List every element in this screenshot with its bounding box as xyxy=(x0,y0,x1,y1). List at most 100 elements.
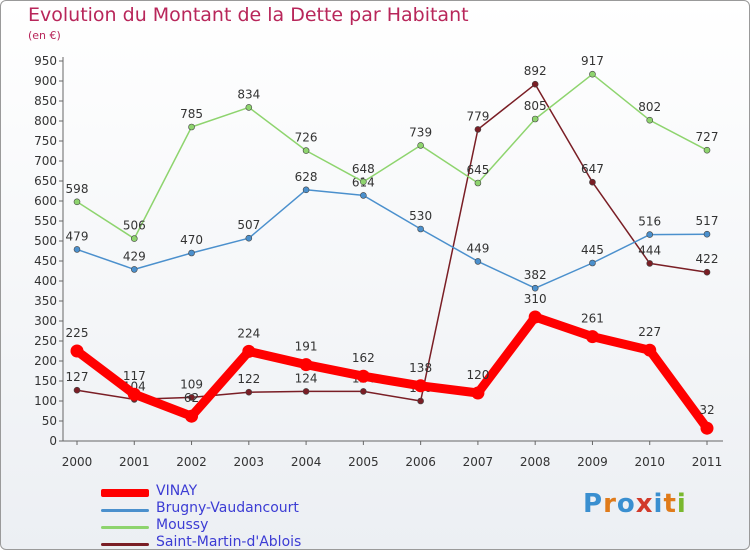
x-tick-label: 2004 xyxy=(291,455,322,469)
data-label: 805 xyxy=(524,99,547,113)
data-label: 191 xyxy=(295,340,318,354)
data-point xyxy=(242,344,256,358)
data-point xyxy=(245,104,253,111)
data-point xyxy=(703,230,711,238)
data-label: 628 xyxy=(295,170,318,184)
data-point xyxy=(417,142,424,149)
y-tick-label: 50 xyxy=(42,414,57,428)
data-point xyxy=(703,146,711,154)
data-label: 506 xyxy=(123,219,146,233)
series-line xyxy=(76,83,708,402)
legend-swatch xyxy=(101,542,149,546)
series-line xyxy=(76,73,708,240)
data-point xyxy=(299,358,313,372)
legend-swatch xyxy=(101,489,149,497)
legend-swatch xyxy=(101,525,149,529)
data-label: 779 xyxy=(466,109,489,123)
data-point xyxy=(589,178,596,186)
data-label: 917 xyxy=(581,54,604,68)
data-point xyxy=(528,310,542,324)
data-point xyxy=(474,179,482,187)
data-label: 127 xyxy=(66,370,89,384)
data-label: 892 xyxy=(524,64,547,78)
data-label: 739 xyxy=(409,125,432,139)
series-moussy: 598 506 785 834 726 648 739 645 805 917 802 727 xyxy=(66,54,718,242)
y-tick-label: 800 xyxy=(34,114,57,128)
legend-label: Saint-Martin-d'Ablois xyxy=(156,534,302,550)
data-label: 647 xyxy=(581,162,604,176)
data-point xyxy=(356,369,370,383)
x-tick-label: 2008 xyxy=(520,455,551,469)
data-point xyxy=(531,80,539,88)
data-label: 802 xyxy=(638,100,661,114)
data-point xyxy=(474,126,482,133)
y-tick-label: 950 xyxy=(34,54,57,68)
data-point xyxy=(360,388,367,395)
legend-label: Moussy xyxy=(156,517,209,533)
data-point xyxy=(127,387,141,401)
data-point xyxy=(73,198,81,206)
data-label: 517 xyxy=(696,214,719,228)
data-point xyxy=(703,268,711,276)
series-line xyxy=(72,312,712,433)
data-point xyxy=(188,394,195,401)
chart-title: Evolution du Montant de la Dette par Hab… xyxy=(28,4,469,26)
x-tick-label: 2010 xyxy=(634,455,665,469)
x-tick-label: 2007 xyxy=(463,455,494,469)
data-label: 834 xyxy=(237,87,260,101)
data-point xyxy=(130,235,138,242)
data-label: 62 xyxy=(184,391,199,405)
data-point xyxy=(417,397,424,405)
x-tick-label: 2006 xyxy=(405,455,436,469)
data-label: 117 xyxy=(123,369,146,383)
data-point xyxy=(245,234,253,242)
y-tick-label: 0 xyxy=(49,434,57,448)
y-tick-label: 100 xyxy=(34,394,57,408)
data-label: 422 xyxy=(696,252,719,266)
data-label: 124 xyxy=(295,371,318,385)
x-tick-label: 2003 xyxy=(234,455,265,469)
data-point xyxy=(643,343,657,357)
y-tick-label: 650 xyxy=(34,174,57,188)
data-label: 479 xyxy=(66,229,89,243)
y-tick-label: 550 xyxy=(34,214,57,228)
data-label: 122 xyxy=(237,372,260,386)
data-point xyxy=(417,225,424,233)
data-point xyxy=(585,330,599,344)
data-label: 507 xyxy=(237,218,260,232)
series-brugny-vaudancourt: 479429470507628614530449382445516517 xyxy=(66,170,719,292)
data-label: 109 xyxy=(180,377,203,391)
data-point xyxy=(589,70,596,78)
y-tick-label: 600 xyxy=(34,194,57,208)
data-point xyxy=(73,386,81,394)
data-point xyxy=(130,266,138,273)
data-label: 449 xyxy=(466,241,489,255)
data-label: 516 xyxy=(638,215,661,229)
x-tick-label: 2000 xyxy=(62,455,93,469)
data-point xyxy=(646,231,654,238)
proxiti-logo: Proxiti xyxy=(583,489,687,519)
data-label: 470 xyxy=(180,233,203,247)
data-point xyxy=(360,178,367,186)
data-label: 162 xyxy=(352,351,375,365)
x-tick-label: 2001 xyxy=(119,455,150,469)
y-tick-label: 250 xyxy=(34,334,57,348)
data-point xyxy=(474,258,482,265)
data-point xyxy=(188,249,195,257)
data-label: 648 xyxy=(352,162,375,176)
series-line xyxy=(76,189,708,289)
legend-label: VINAY xyxy=(156,483,198,499)
y-tick-label: 900 xyxy=(34,74,57,88)
y-tick-label: 450 xyxy=(34,254,57,268)
data-point xyxy=(302,388,310,395)
y-tick-label: 400 xyxy=(34,274,57,288)
data-point xyxy=(700,421,714,435)
data-label: 598 xyxy=(66,182,89,196)
y-tick-label: 300 xyxy=(34,314,57,328)
data-point xyxy=(531,115,539,123)
data-point xyxy=(70,344,84,358)
data-label: 224 xyxy=(237,326,260,340)
data-label: 444 xyxy=(638,243,661,257)
data-label: 120 xyxy=(466,368,489,382)
